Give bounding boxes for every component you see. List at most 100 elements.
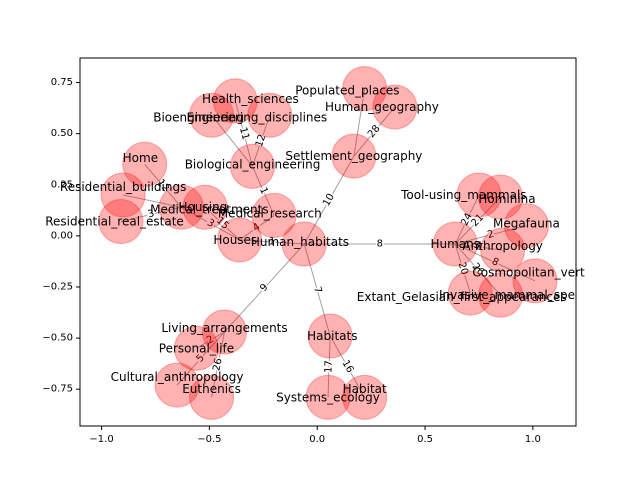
node-label-human-habitats: Human_habitats [251,235,349,249]
edge-medical-research-biological-engineering [252,166,275,216]
edge-housing-residential-buildings [123,194,182,208]
node-systems-ecology [305,374,351,420]
edge-biological-engineering-bioengineering [211,114,253,167]
node-label-hominina: Hominina [478,192,535,206]
node-residential-real-estate [98,199,144,245]
edge-habitats-habitat [329,335,366,398]
y-tick-label: 0.50 [51,128,73,139]
edge-label: 11 [237,126,251,141]
edge-houses-housing [181,206,240,241]
node-engineering-disciplines [247,92,293,138]
edge-habitats-systems-ecology [327,336,331,398]
node-label-houses: Houses [213,233,257,247]
x-tick-label: 1.0 [525,434,541,445]
node-hominina [478,174,524,220]
node-extant-gelasian-first-appearances [447,270,493,316]
edge-label: 20 [456,261,470,276]
node-euthenics [189,374,235,420]
node-bioengineering [189,92,235,138]
axes-frame [79,57,577,427]
edge-living-arrangements-personal-life [196,331,225,349]
node-biological-engineering [230,143,276,189]
edge-settlement-geography-populated-places [353,88,366,157]
node-label-cultural-anthropology: Cultural_anthropology [111,370,244,384]
edge-human-habitats-habitats [303,243,331,337]
node-label-settlement-geography: Settlement_geography [285,149,422,163]
node-label-health-sciences: Health_sciences [202,92,299,106]
node-label-cosmopolitan-vert: Cosmopolitan_vert [472,266,585,280]
edge-humans-megafauna [455,225,527,245]
node-label-populated-places: Populated_places [295,84,399,98]
edge-biological-engineering-health-sciences [234,100,254,167]
edge-humans-hominina [454,196,501,245]
edge-humans-tool-using-mammals [454,194,480,245]
x-axis-ticks: −1.0 −0.5 0.0 0.5 1.0 [89,426,541,445]
node-label-residential-buildings: Residential_buildings [60,180,186,194]
edge-human-habitats-settlement-geography [303,155,355,245]
nodes [98,66,558,420]
node-settlement-geography [331,133,377,179]
edge-label: 17 [323,360,334,373]
y-axis-ticks: −0.75 −0.50 −0.25 0.00 0.25 0.50 0.75 [42,77,80,395]
node-human-geography [372,84,418,130]
y-tick-label: 0.00 [51,230,73,241]
node-label-personal-life: Personal_life [159,341,234,355]
node-medical-research [251,192,297,238]
node-label-tool-using-mammals: Tool-using_mammals [400,188,526,202]
node-cosmopolitan-vert [512,258,558,304]
edge-houses-medical-treatments [204,206,240,241]
edge-living-arrangements-euthenics [211,331,225,398]
node-invasive-mammal-spe [478,272,524,318]
node-label-anthropology: Anthropology [462,239,543,253]
edge-label: 2 [486,229,495,241]
node-label-residential-real-estate: Residential_real_estate [45,215,184,229]
edge-label: 8 [377,239,383,250]
node-health-sciences [212,78,258,124]
node-label-medical-research: Medical_research [218,206,322,220]
node-habitats [307,313,353,359]
node-label-euthenics: Euthenics [182,382,241,396]
edge-humans-cosmopolitan-vert [455,243,536,282]
node-houses [217,217,263,263]
edge-label: 0 [475,241,483,253]
y-tick-label: −0.50 [42,333,73,344]
node-humans [432,221,478,267]
y-tick-label: 0.25 [51,179,73,190]
node-label-bioengineering: Bioengineering [153,110,244,124]
x-tick-label: −1.0 [89,434,113,445]
edges [120,88,536,398]
node-human-habitats [281,221,327,267]
edge-settlement-geography-human-geography [353,106,396,157]
node-label-megafauna: Megafauna [493,217,560,231]
node-personal-life [173,325,219,371]
x-tick-label: −0.5 [197,434,221,445]
node-anthropology [480,227,526,273]
node-megafauna [503,203,549,249]
edge-humans-extant-gelasian-first-appearances [454,243,471,294]
y-tick-label: 0.75 [51,77,73,88]
node-living-arrangements [201,309,247,355]
edge-human-habitats-living-arrangements [224,243,305,333]
edge-humans-anthropology [455,243,503,251]
node-label-habitats: Habitats [307,329,357,343]
node-label-habitat: Habitat [343,382,387,396]
edge-humans-invasive-mammal-spe [454,243,501,296]
node-labels: Human_habitats HumansTool-using_mammalsHo… [45,84,585,405]
y-tick-label: −0.25 [42,281,73,292]
node-habitat [342,374,388,420]
edge-label: 1 [268,236,275,247]
x-tick-label: 0.0 [309,434,325,445]
x-tick-label: 0.5 [417,434,433,445]
node-label-medical-treatments: Medical_treatments [150,202,268,216]
node-label-living-arrangements: Living_arrangements [161,321,287,335]
edge-houses-medical-research [239,215,275,241]
node-label-extant-gelasian-first-appearances: Extant_Gelasian_first_appearances [357,290,567,304]
node-medical-treatments [182,184,228,230]
node-label-invasive-mammal-spe: Invasive_mammal_spe [439,288,575,302]
edge-housing-home [144,163,182,208]
node-housing [158,184,204,230]
node-populated-places [342,66,388,112]
